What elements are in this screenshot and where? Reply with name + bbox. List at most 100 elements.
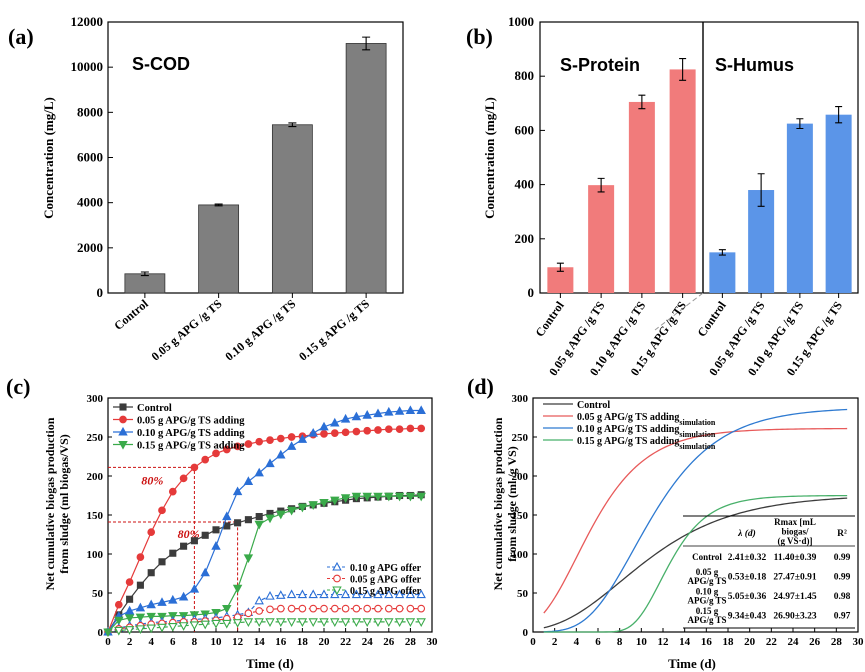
data-point-0-10-g-apg-g-ts-adding: [384, 406, 394, 416]
panel-c-ytick-label: 100: [87, 549, 104, 561]
data-point-0-05-g-apg-g-ts-adding: [406, 424, 415, 433]
data-point-0-15-g-apg-offer: [265, 618, 275, 628]
panel-d-ytick-label: 100: [512, 549, 529, 561]
data-point-0-05-g-apg-g-ts-adding: [276, 434, 285, 443]
data-point-0-05-g-apg-offer: [330, 604, 339, 613]
data-point-0-15-g-apg-g-ts-adding: [362, 492, 372, 502]
panel-a-label: S-COD: [132, 54, 190, 74]
panel-c-ylabel-line-2: from sludge (ml biogas/VS): [57, 434, 71, 573]
panel-d-xtick-label: 30: [853, 636, 865, 648]
annotation-label-1: 80%: [141, 473, 163, 487]
panel-b-ytick-label: 0: [528, 285, 535, 300]
data-point-0-15-g-apg-g-ts-adding: [243, 554, 254, 564]
panel-d-ytick-label: 200: [512, 471, 529, 483]
data-point-0-10-g-apg-g-ts-adding: [168, 594, 178, 604]
panel-c-xtick-label: 12: [232, 636, 244, 648]
data-point-0-15-g-apg-offer: [384, 618, 394, 628]
data-point-0-15-g-apg-g-ts-adding: [114, 616, 124, 626]
data-point-control: [201, 531, 209, 539]
panel-d-xtick-label: 22: [766, 636, 778, 648]
data-point-0-15-g-apg-offer: [297, 618, 308, 628]
data-point-0-15-g-apg-offer: [362, 618, 372, 628]
data-point-0-05-g-apg-g-ts-adding: [363, 426, 372, 435]
data-point-0-10-g-apg-g-ts-adding: [200, 567, 210, 577]
bar-s-protein-0-10-g-apg-g-ts: [628, 101, 655, 293]
legend-label-control: Control: [577, 400, 610, 411]
data-point-0-05-g-apg-g-ts-adding: [266, 436, 274, 444]
data-point-0-15-g-apg-offer: [189, 621, 200, 631]
data-point-0-10-g-apg-g-ts-adding: [394, 406, 405, 415]
curve-control: [543, 497, 848, 629]
panel-c-xtick-label: 28: [405, 636, 417, 648]
panel-c-xtick-label: 16: [275, 636, 287, 648]
data-point-0-15-g-apg-offer: [405, 618, 416, 628]
panel-b-label-protein: S-Protein: [560, 55, 640, 75]
data-point-0-05-g-apg-g-ts-adding: [255, 437, 264, 446]
legend-label-0-05-g-apg-g-ts-adding: 0.05 g APG/g TS addingsimulation: [577, 412, 716, 427]
data-point-0-15-g-apg-g-ts-adding: [319, 498, 329, 508]
data-point-0-10-g-apg-offer: [340, 589, 351, 599]
panel-c-ytick-label: 0: [98, 627, 104, 639]
panel-c-ytick-label: 200: [87, 471, 104, 483]
panel-c-xtick-label: 24: [362, 636, 374, 648]
panel-b-ytick-label: 800: [515, 68, 535, 83]
data-point-0-10-g-apg-offer: [308, 589, 318, 599]
data-point-0-05-g-apg-offer: [384, 604, 393, 613]
panel-b-xtick-label: Control: [533, 298, 568, 339]
legend-marker-0-05-g-apg-g-ts-adding: [119, 415, 127, 424]
panel-c-xtick-label: 8: [192, 636, 198, 648]
data-point-0-05-g-apg-g-ts-adding: [158, 506, 166, 515]
data-point-0-15-g-apg-offer: [222, 619, 232, 629]
panel-a-ytick-label: 2000: [77, 240, 103, 255]
panel-a-ytick-label: 10000: [71, 59, 104, 74]
bar-0-05-g-apg-g-ts: [198, 204, 240, 294]
panel-d-xtick-label: 20: [744, 636, 756, 648]
panel-d-xtick-label: 8: [617, 636, 623, 648]
data-point-0-10-g-apg-g-ts-adding: [416, 405, 426, 415]
bar-control: [124, 273, 166, 294]
panel-a-ytick-label: 8000: [77, 104, 103, 119]
panel-d-ytick-label: 150: [512, 510, 529, 522]
table-cell-rmax: 24.97±1.45: [773, 592, 816, 602]
bar-0-15-g-apg-g-ts: [345, 43, 387, 294]
table-cell-r2: 0.97: [834, 612, 851, 622]
data-point-0-15-g-apg-offer: [146, 624, 156, 634]
bar-s-humus-0-05-g-apg-g-ts: [748, 190, 775, 293]
data-point-0-10-g-apg-g-ts-adding: [351, 411, 362, 421]
panel-d-xtick-label: 14: [679, 636, 691, 648]
data-point-control: [158, 558, 166, 566]
data-point-0-15-g-apg-offer: [373, 618, 383, 628]
data-point-0-10-g-apg-g-ts-adding: [362, 410, 372, 419]
table-header-r2: R²: [837, 529, 847, 539]
panel-c-letter: (c): [6, 374, 30, 399]
panel-c-xtick-label: 26: [383, 636, 395, 648]
table-header-rmax: Rmax [mL biogas/(g VS·d)]: [774, 517, 816, 546]
data-point-control: [212, 526, 220, 534]
table-cell-rmax: 27.47±0.91: [773, 573, 816, 583]
error-bar-control: [140, 271, 149, 277]
data-point-0-15-g-apg-g-ts-adding: [265, 514, 275, 524]
panel-c-xtick-label: 2: [127, 636, 133, 648]
panel-d-ytick-label: 0: [523, 627, 529, 639]
data-point-control: [180, 542, 188, 550]
legend-marker-0-10-g-apg-g-ts-adding: [118, 426, 128, 436]
panel-d-ylabel-line-1: Net cumulative biogas production: [491, 417, 505, 590]
panel-a: (a) S-COD Concentration (mg/L) 0 2000 4000…: [8, 14, 404, 364]
panel-d-xtick-label: 12: [658, 636, 670, 648]
panel-c-ytick-label: 250: [87, 432, 104, 444]
data-point-control: [244, 516, 252, 524]
data-point-0-15-g-apg-g-ts-adding: [416, 492, 426, 502]
panel-a-ytick-label: 4000: [77, 195, 103, 210]
data-point-0-05-g-apg-g-ts-adding: [222, 445, 231, 454]
data-point-0-10-g-apg-offer: [373, 589, 383, 599]
data-point-0-10-g-apg-g-ts-adding: [157, 597, 167, 606]
error-bar-s-humus-0-10-g-apg-g-ts: [796, 118, 804, 130]
panel-c-xtick-label: 6: [170, 636, 176, 648]
annotation-guide-2: [108, 521, 239, 632]
panel-d-xtick-label: 2: [552, 636, 558, 648]
data-point-0-05-g-apg-g-ts-adding: [244, 440, 253, 448]
data-point-0-05-g-apg-offer: [395, 604, 404, 613]
data-point-0-05-g-apg-g-ts-adding: [114, 600, 123, 609]
